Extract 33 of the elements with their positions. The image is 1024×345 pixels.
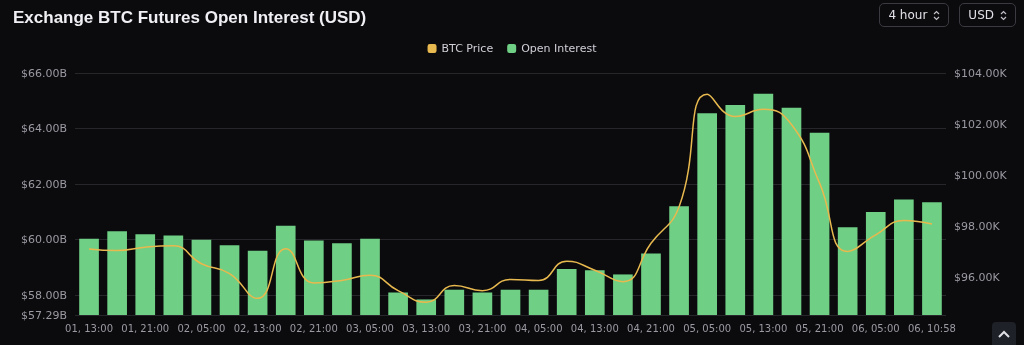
legend-label: Open Interest (521, 42, 598, 55)
x-tick-label: 01, 13:00 (65, 322, 113, 334)
text: 4 hour (888, 8, 928, 22)
legend-label: BTC Price (441, 42, 494, 55)
y2-tick-label: $102.00K (954, 117, 1008, 131)
x-tick-label: 06, 05:00 (851, 322, 900, 334)
x-tick-label: 02, 13:00 (233, 322, 282, 334)
y-tick-label: $60.00B (20, 233, 67, 247)
line-series (88, 93, 933, 303)
text: USD (968, 8, 994, 22)
x-tick-label: 05, 21:00 (795, 322, 844, 334)
chart-title: Exchange BTC Futures Open Interest (USD) (13, 8, 367, 27)
x-tick-label: 05, 13:00 (739, 322, 788, 334)
y2-tick-label: $104.00K (954, 66, 1008, 80)
y-tick-label: $58.00B (20, 288, 67, 302)
y2-tick-label: $98.00K (954, 220, 1001, 234)
x-tick-label: 04, 05:00 (514, 322, 563, 334)
x-tick-label: 04, 13:00 (570, 322, 619, 334)
y2-tick-label: $100.00K (954, 168, 1008, 182)
x-tick-label: 02, 05:00 (177, 322, 226, 334)
y-tick-label: $64.00B (20, 122, 67, 136)
x-tick-label: 06, 10:58 (908, 322, 956, 334)
x-tick-label: 01, 21:00 (121, 322, 170, 334)
x-tick-label: 03, 21:00 (458, 322, 507, 334)
x-tick-label: 05, 05:00 (683, 322, 732, 334)
y-tick-label: $66.00B (20, 66, 67, 80)
y-tick-label: $57.29B (20, 308, 67, 322)
x-tick-label: 02, 21:00 (289, 322, 338, 334)
y-tick-label: $62.00B (20, 177, 67, 191)
x-tick-label: 04, 21:00 (627, 322, 675, 334)
y2-tick-label: $96.00K (954, 271, 1001, 285)
x-tick-label: 03, 05:00 (346, 322, 394, 334)
x-tick-label: 03, 13:00 (402, 322, 451, 334)
